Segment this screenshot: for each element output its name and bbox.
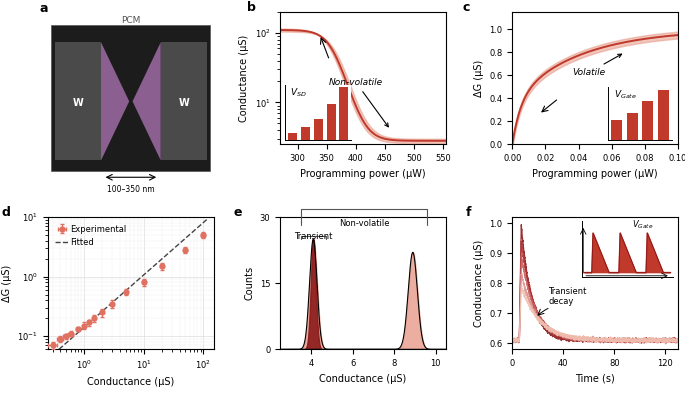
Polygon shape	[132, 42, 161, 160]
Line: Fitted: Fitted	[48, 218, 208, 359]
Text: 30 μm: 30 μm	[167, 343, 189, 349]
Fitted	[190, 228, 199, 233]
Text: BG: BG	[112, 227, 123, 233]
X-axis label: Programming power (μW): Programming power (μW)	[532, 168, 658, 179]
Text: (D): (D)	[171, 291, 184, 300]
Text: d: d	[1, 206, 10, 220]
Legend: Experimental, Fitted: Experimental, Fitted	[52, 221, 130, 250]
Text: W: W	[179, 98, 189, 108]
Polygon shape	[101, 42, 129, 160]
Bar	[49, 218, 112, 336]
Text: c: c	[462, 1, 470, 14]
Y-axis label: Conductance (μS): Conductance (μS)	[239, 35, 249, 122]
Text: e: e	[234, 206, 242, 220]
Y-axis label: Counts: Counts	[245, 266, 254, 300]
Bar	[55, 42, 101, 160]
Fitted	[53, 348, 62, 353]
Bar	[51, 25, 210, 171]
Text: Source: Source	[68, 271, 94, 279]
Y-axis label: Conductance (μS): Conductance (μS)	[474, 239, 484, 327]
Fitted	[44, 357, 52, 361]
X-axis label: Conductance (μS): Conductance (μS)	[87, 377, 175, 387]
Text: W: W	[73, 98, 83, 108]
Polygon shape	[144, 238, 155, 299]
Fitted	[50, 351, 58, 356]
Text: Transient
decay: Transient decay	[548, 287, 586, 306]
Text: a: a	[40, 2, 48, 15]
Fitted	[204, 216, 212, 221]
Fitted	[86, 319, 95, 324]
Bar	[161, 42, 207, 160]
Text: b: b	[247, 1, 256, 14]
Fitted	[73, 330, 82, 335]
Text: Drain: Drain	[167, 271, 188, 279]
Text: (S): (S)	[76, 291, 86, 300]
Y-axis label: ΔG (μS): ΔG (μS)	[474, 60, 484, 97]
X-axis label: Time (s): Time (s)	[575, 374, 615, 384]
Text: Transient: Transient	[294, 233, 332, 241]
Y-axis label: ΔG (μS): ΔG (μS)	[2, 264, 12, 302]
X-axis label: Conductance (μS): Conductance (μS)	[319, 374, 407, 384]
Text: Non-volatile: Non-volatile	[329, 78, 388, 127]
Text: 100–350 nm: 100–350 nm	[107, 185, 155, 194]
X-axis label: Programming power (μW): Programming power (μW)	[300, 168, 426, 179]
Bar	[144, 218, 210, 336]
Text: PCM: PCM	[121, 16, 140, 25]
Bar	[111, 238, 147, 299]
Fitted	[196, 223, 204, 228]
Text: Non-volatile: Non-volatile	[339, 219, 389, 228]
Text: f: f	[466, 206, 471, 220]
Text: Volatile: Volatile	[572, 54, 621, 77]
